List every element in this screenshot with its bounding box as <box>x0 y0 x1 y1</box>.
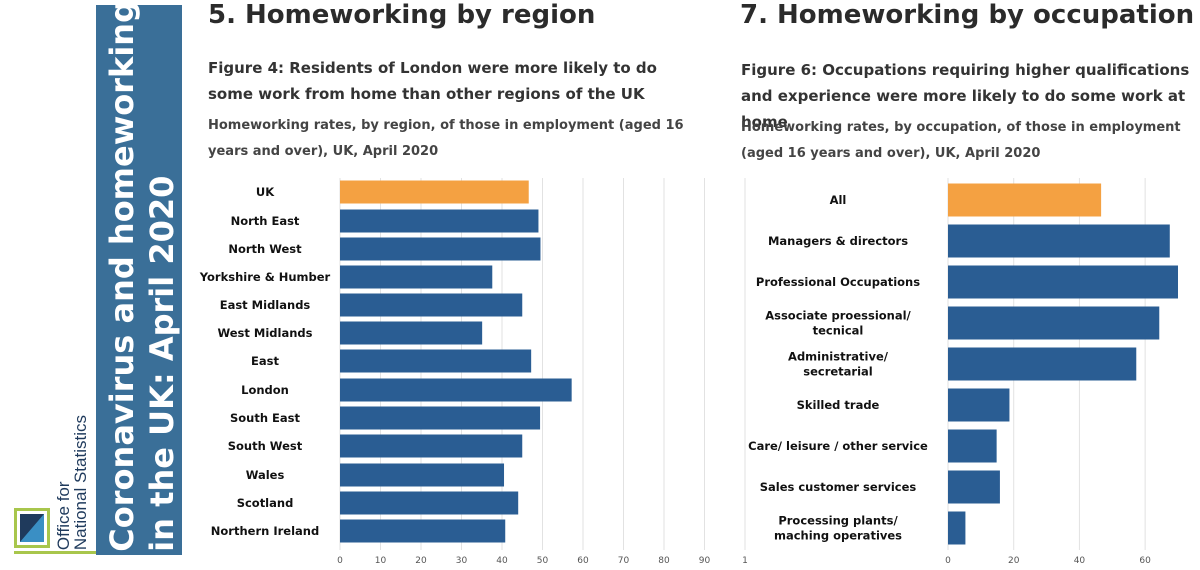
bar <box>340 378 572 402</box>
x-tick-label: 70 <box>618 556 630 566</box>
category-label: North East <box>231 214 300 228</box>
bar <box>948 224 1170 258</box>
bar <box>948 470 1000 504</box>
category-label: Skilled trade <box>797 398 880 412</box>
bar <box>948 306 1160 340</box>
figure-title-occupation: Figure 6: Occupations requiring higher q… <box>741 61 1190 131</box>
bar <box>340 463 505 487</box>
x-tick-label: 80 <box>658 556 670 566</box>
category-label: West Midlands <box>217 326 312 340</box>
category-label: Professional Occupations <box>756 275 920 289</box>
category-label: Scotland <box>237 496 294 510</box>
bar <box>340 491 519 515</box>
x-tick-label: 50 <box>537 556 549 566</box>
bar <box>948 511 966 545</box>
bar <box>948 388 1010 422</box>
x-tick-label: 60 <box>577 556 589 566</box>
bar <box>340 265 493 289</box>
x-tick-label: 40 <box>496 556 508 566</box>
category-label: East <box>251 354 279 368</box>
figure-subtitle-occupation: Homeworking rates, by occupation, of tho… <box>741 120 1181 161</box>
x-tick-label: 0 <box>945 556 951 566</box>
category-label: Northern Ireland <box>211 524 319 538</box>
bar <box>340 519 506 543</box>
category-label: UK <box>256 185 275 199</box>
bar <box>340 321 483 345</box>
category-label: South East <box>230 411 301 425</box>
x-tick-label: 10 <box>375 556 387 566</box>
bar <box>340 349 532 373</box>
section-title-region: 5. Homeworking by region <box>208 0 596 30</box>
bar <box>948 183 1102 217</box>
x-tick-label: 1 <box>742 556 748 566</box>
side-banner <box>96 5 182 555</box>
category-label: Wales <box>246 468 285 482</box>
bar <box>948 347 1137 381</box>
x-tick-label: 40 <box>1074 556 1086 566</box>
category-label: North West <box>228 242 302 256</box>
x-tick-label: 60 <box>1139 556 1151 566</box>
category-label: Yorkshire & Humber <box>199 270 331 284</box>
category-label: Managers & directors <box>768 234 908 248</box>
x-tick-label: 30 <box>456 556 468 566</box>
ons-logo-icon <box>14 508 50 548</box>
x-tick-label: 20 <box>1008 556 1020 566</box>
category-label: East Midlands <box>220 298 311 312</box>
category-label: Care/ leisure / other service <box>748 439 928 453</box>
bar <box>340 293 523 317</box>
category-label: Processing plants/maching operatives <box>774 514 902 543</box>
bar <box>340 237 541 261</box>
bar <box>948 429 997 463</box>
section-title-occupation: 7. Homeworking by occupation <box>740 0 1195 30</box>
x-tick-label: 90 <box>699 556 711 566</box>
category-label: London <box>241 383 289 397</box>
figure-title-region: Figure 4: Residents of London were more … <box>208 59 657 103</box>
category-label: Sales customer services <box>760 480 917 494</box>
bar <box>948 265 1178 299</box>
bar <box>340 434 523 458</box>
x-tick-label: 20 <box>415 556 427 566</box>
category-label: Associate proessional/tecnical <box>765 309 911 338</box>
ons-logo-area: Office for National Statistics <box>0 0 96 570</box>
category-label: South West <box>228 439 303 453</box>
bar <box>340 406 541 430</box>
bar <box>340 209 539 233</box>
figure-subtitle-region: Homeworking rates, by region, of those i… <box>208 118 684 159</box>
bar <box>340 180 529 204</box>
category-label: Administrative/secretarial <box>788 350 889 379</box>
x-tick-label: 0 <box>337 556 343 566</box>
category-label: All <box>830 193 847 207</box>
